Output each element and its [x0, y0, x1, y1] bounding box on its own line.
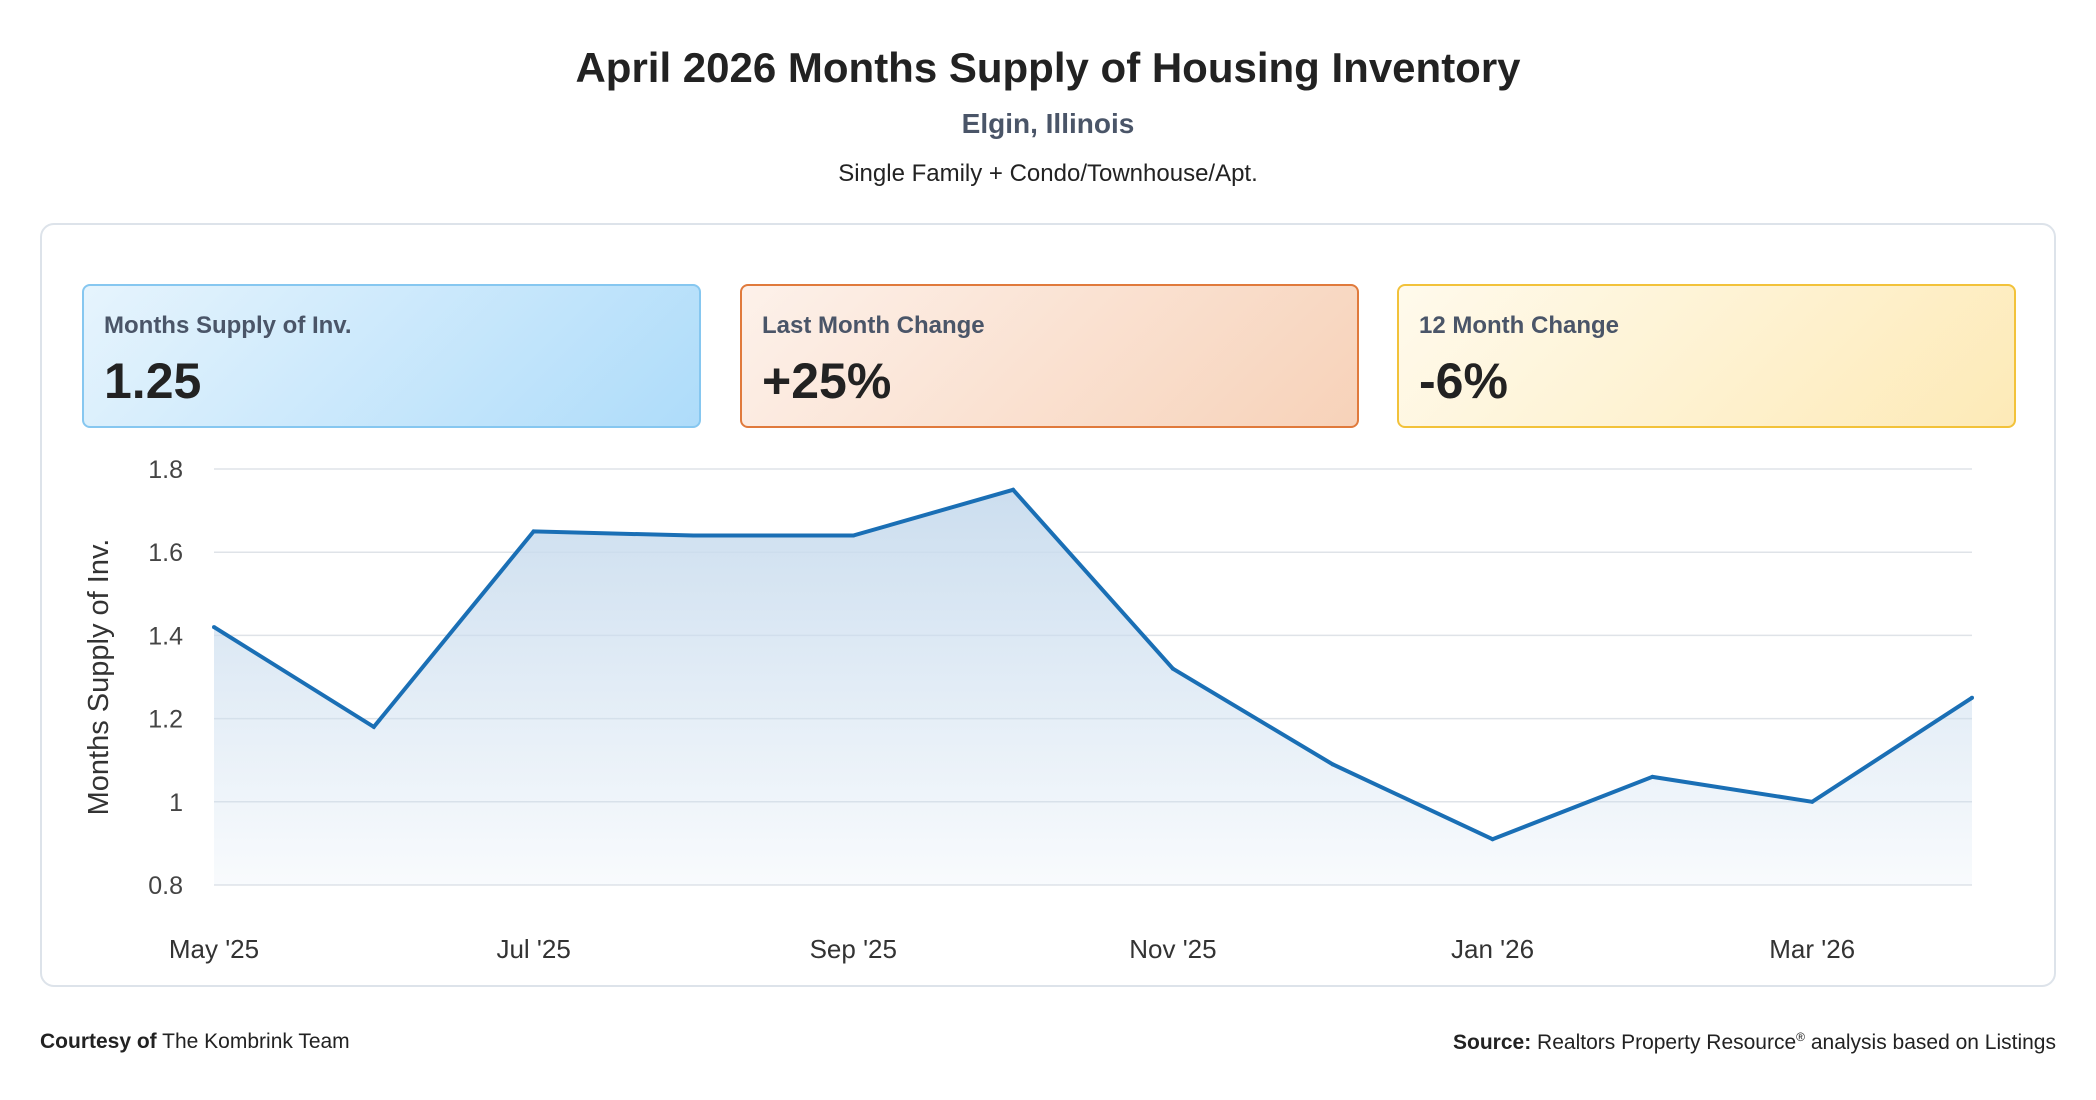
courtesy-label: Courtesy of [40, 1030, 157, 1053]
location-subtitle: Elgin, Illinois [961, 108, 1135, 139]
property-type-description: Single Family + Condo/Townhouse/Apt. [838, 160, 1258, 187]
courtesy-credit: Courtesy of The Kombrink Team [40, 1030, 350, 1054]
data-point [531, 529, 536, 534]
y-tick-label: 1.6 [148, 539, 183, 567]
y-axis-label: Months Supply of Inv. [83, 539, 115, 816]
y-tick-label: 1 [169, 789, 183, 817]
stat-label: Months Supply of Inv. [104, 312, 352, 339]
source-suffix: analysis based on Listings [1805, 1031, 2056, 1054]
data-point [1011, 487, 1016, 492]
stat-card-months-supply: Months Supply of Inv. 1.25 [82, 284, 701, 428]
data-point [851, 533, 856, 538]
stat-value: +25% [762, 353, 892, 409]
data-point [1330, 762, 1335, 767]
y-tick-label: 1.2 [148, 706, 183, 734]
series-area [214, 489, 1972, 885]
data-point [1970, 695, 1974, 700]
data-point [212, 625, 216, 630]
y-tick-label: 1.8 [148, 456, 183, 484]
x-tick-label: Mar '26 [1769, 934, 1855, 964]
x-tick-label: May '25 [169, 934, 259, 964]
data-point [1650, 774, 1655, 779]
registered-mark: ® [1796, 1030, 1805, 1044]
data-point [1170, 666, 1175, 671]
source-value: Realtors Property Resource [1537, 1031, 1797, 1054]
stat-value: 1.25 [104, 353, 202, 409]
page-title: April 2026 Months Supply of Housing Inve… [575, 44, 1521, 91]
data-point [371, 724, 376, 729]
x-tick-label: Nov '25 [1129, 934, 1216, 964]
source-credit: Source: Realtors Property Resource® anal… [1453, 1030, 2056, 1055]
courtesy-value: The Kombrink Team [162, 1030, 350, 1053]
stat-card-12-month-change: 12 Month Change -6% [1397, 284, 2016, 428]
stat-label: 12 Month Change [1419, 312, 1620, 339]
data-point [691, 533, 696, 538]
data-point [1810, 799, 1815, 804]
stat-card-last-month-change: Last Month Change +25% [740, 284, 1359, 428]
source-label: Source: [1453, 1031, 1532, 1054]
series-line [212, 487, 1974, 842]
data-point [1490, 837, 1495, 842]
x-tick-label: Jan '26 [1451, 934, 1534, 964]
months-supply-line-chart: 0.8 1 1.2 1.4 1.6 1.8 May '25 Jul '25 Sep '25 Nov… [83, 456, 1974, 964]
stat-label: Last Month Change [762, 312, 985, 339]
x-tick-label: Sep '25 [810, 934, 897, 964]
y-tick-label: 1.4 [148, 622, 183, 650]
x-tick-label: Jul '25 [496, 934, 570, 964]
stat-value: -6% [1419, 353, 1508, 409]
y-tick-label: 0.8 [148, 872, 183, 900]
